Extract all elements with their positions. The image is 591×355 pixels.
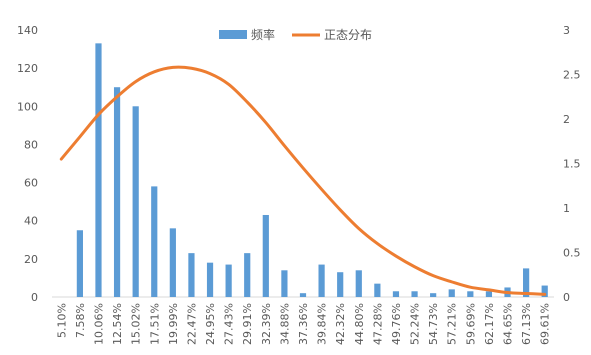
left-tick-label: 80 xyxy=(24,138,38,151)
bar-44.80% xyxy=(355,270,362,297)
x-tick-label: 17.51% xyxy=(148,303,161,345)
x-tick-label: 29.91% xyxy=(241,303,254,345)
x-tick-label: 27.43% xyxy=(223,303,236,345)
x-tick-label: 42.32% xyxy=(334,303,347,345)
bar-67.13% xyxy=(523,268,530,297)
bar-17.51% xyxy=(151,186,158,297)
left-tick-label: 120 xyxy=(17,62,38,75)
x-tick-label: 49.76% xyxy=(390,303,403,345)
bar-19.99% xyxy=(169,228,176,297)
bar-12.54% xyxy=(113,87,121,298)
bar-69.61% xyxy=(541,285,548,297)
right-tick-label: 2.5 xyxy=(563,69,581,82)
x-tick-label: 37.36% xyxy=(297,303,310,345)
bar-57.21% xyxy=(448,289,455,297)
x-tick-label: 24.95% xyxy=(204,303,217,345)
x-tick-label: 57.21% xyxy=(446,303,459,345)
right-tick-label: 1.5 xyxy=(563,158,581,171)
normal-curve-line xyxy=(59,65,547,296)
x-tick-label: 34.88% xyxy=(278,303,291,345)
left-tick-label: 100 xyxy=(17,100,38,113)
right-tick-label: 0.5 xyxy=(563,247,581,260)
bar-39.84% xyxy=(318,264,325,297)
bar-47.28% xyxy=(374,283,381,297)
x-tick-label: 32.39% xyxy=(260,303,273,345)
x-tick-label: 5.10% xyxy=(55,303,68,338)
x-tick-label: 54.73% xyxy=(427,303,440,345)
x-tick-label: 12.54% xyxy=(111,303,124,345)
x-tick-label: 39.84% xyxy=(316,303,329,345)
bar-34.88% xyxy=(281,270,288,297)
x-tick-label: 69.61% xyxy=(539,303,552,345)
x-tick-label: 47.28% xyxy=(371,303,384,345)
left-tick-label: 140 xyxy=(17,24,38,37)
bar-15.02% xyxy=(132,106,139,297)
legend-bar-label: 频率 xyxy=(251,27,275,42)
bar-42.32% xyxy=(337,272,344,297)
right-tick-label: 3 xyxy=(563,24,570,37)
x-tick-label: 15.02% xyxy=(130,303,143,345)
bar-52.24% xyxy=(411,291,418,297)
x-tick-label: 67.13% xyxy=(520,303,533,345)
x-tick-label: 52.24% xyxy=(409,303,422,345)
bar-59.69% xyxy=(467,291,474,297)
legend: 频率 正态分布 xyxy=(219,27,372,42)
x-axis-ticks: 5.10% 7.58% 10.06% 12.54% 15.02% 17.51% 19.99%… xyxy=(55,303,551,345)
right-tick-label: 1 xyxy=(563,202,570,215)
right-axis-ticks: 0 0.5 1 1.5 2 2.5 3 xyxy=(563,24,581,304)
left-tick-label: 40 xyxy=(24,215,38,228)
x-tick-label: 59.69% xyxy=(464,303,477,345)
bar-49.76% xyxy=(392,291,400,297)
right-tick-label: 0 xyxy=(563,291,570,304)
x-tick-label: 22.47% xyxy=(185,303,198,345)
legend-line-label: 正态分布 xyxy=(324,28,372,42)
bar-7.58% xyxy=(76,230,83,297)
bar-series xyxy=(76,43,548,298)
x-tick-label: 62.17% xyxy=(483,303,496,345)
x-tick-label: 10.06% xyxy=(92,303,105,345)
left-tick-label: 60 xyxy=(24,177,38,190)
x-tick-label: 7.58% xyxy=(74,303,87,338)
bar-62.17% xyxy=(485,291,493,297)
bar-24.95% xyxy=(206,262,214,297)
x-tick-label: 19.99% xyxy=(167,303,180,345)
left-axis-ticks: 0 20 40 60 80 100 120 140 xyxy=(17,24,38,304)
bar-54.73% xyxy=(430,293,437,297)
right-tick-label: 2 xyxy=(563,113,570,126)
left-tick-label: 0 xyxy=(31,291,38,304)
legend-bar-swatch xyxy=(219,30,247,39)
bar-32.39% xyxy=(262,214,269,297)
x-tick-label: 44.80% xyxy=(353,303,366,345)
left-tick-label: 20 xyxy=(24,253,38,266)
bar-22.47% xyxy=(188,253,195,297)
x-tick-label: 64.65% xyxy=(502,303,515,345)
bar-37.36% xyxy=(299,293,307,297)
bar-29.91% xyxy=(244,253,251,297)
bar-27.43% xyxy=(225,264,232,297)
bar-10.06% xyxy=(95,43,102,297)
